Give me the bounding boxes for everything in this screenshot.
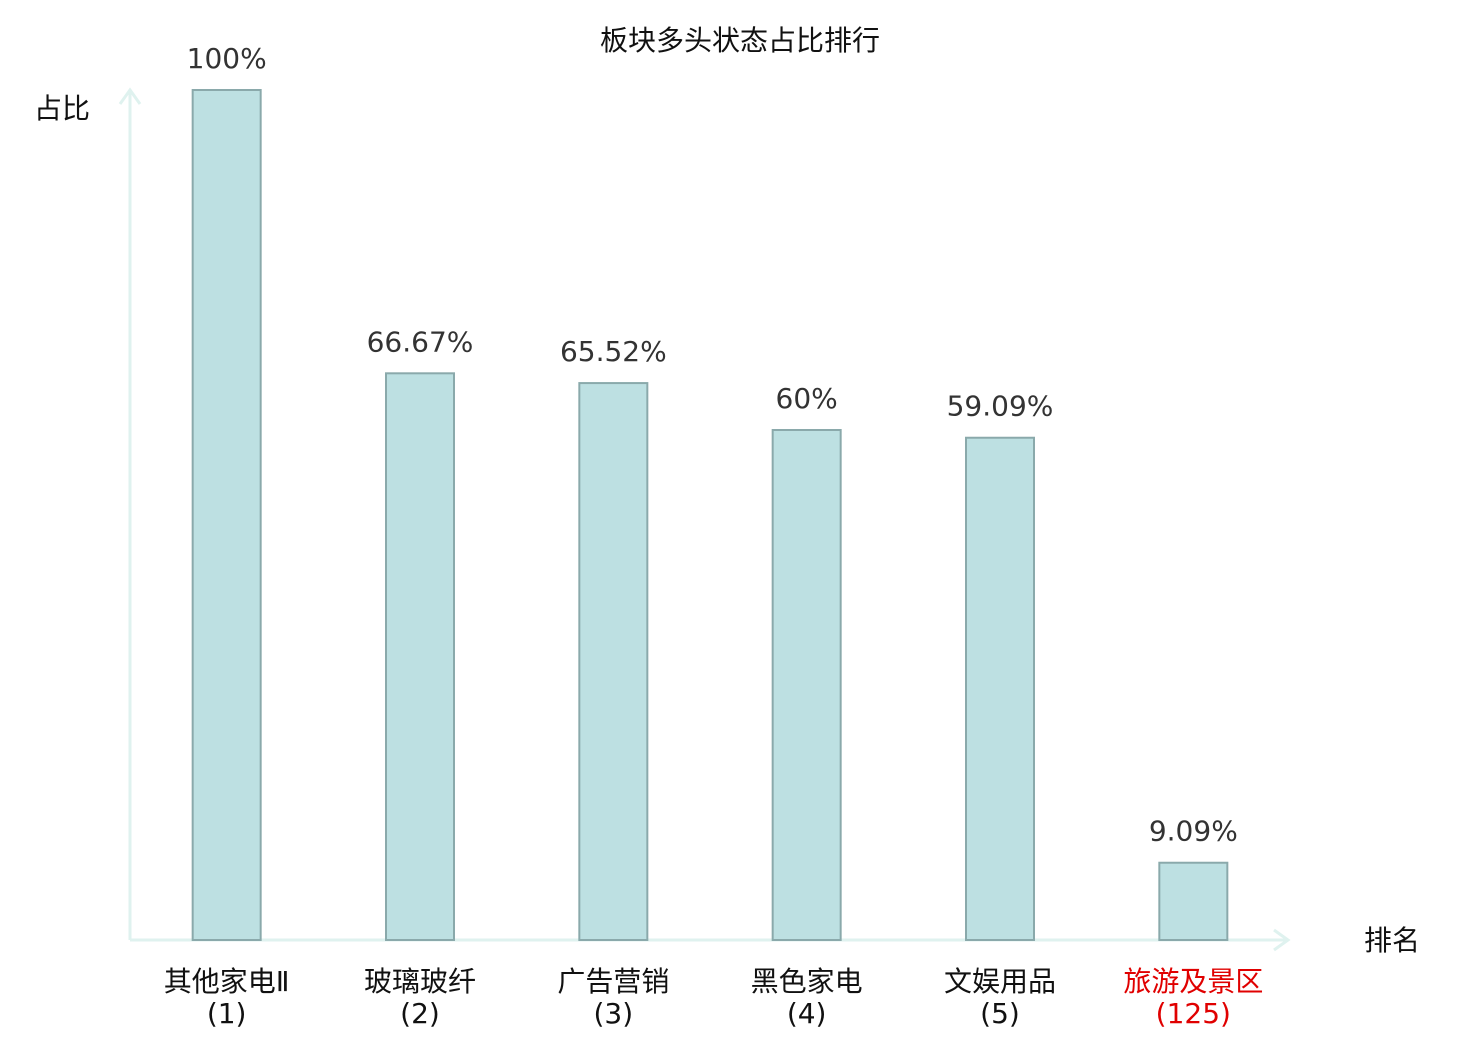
bar <box>385 372 455 941</box>
value-label: 60% <box>776 382 838 415</box>
value-label: 100% <box>187 42 267 75</box>
y-axis-label: 占比 <box>34 92 90 125</box>
value-label: 65.52% <box>560 335 667 368</box>
bar <box>965 436 1035 941</box>
value-label: 59.09% <box>947 390 1054 423</box>
bar <box>578 382 649 941</box>
x-tick-label: 旅游及景区(125) <box>1123 965 1264 1030</box>
x-axis-label: 排名 <box>1364 924 1420 957</box>
chart-title: 板块多头状态占比排行 <box>600 24 880 57</box>
value-label: 9.09% <box>1149 815 1238 848</box>
x-tick-label: 黑色家电(4) <box>750 965 863 1030</box>
value-label: 66.67% <box>367 325 474 358</box>
bar <box>771 429 842 941</box>
bar <box>191 89 262 941</box>
x-tick-label: 玻璃玻纤(2) <box>363 965 476 1030</box>
axes <box>118 87 1291 952</box>
x-tick-label: 文娱用品(5) <box>943 965 1056 1030</box>
x-tick-label: 其他家电Ⅱ(1) <box>163 965 290 1030</box>
bar <box>1158 861 1229 941</box>
x-tick-label: 广告营销(3) <box>557 965 670 1030</box>
